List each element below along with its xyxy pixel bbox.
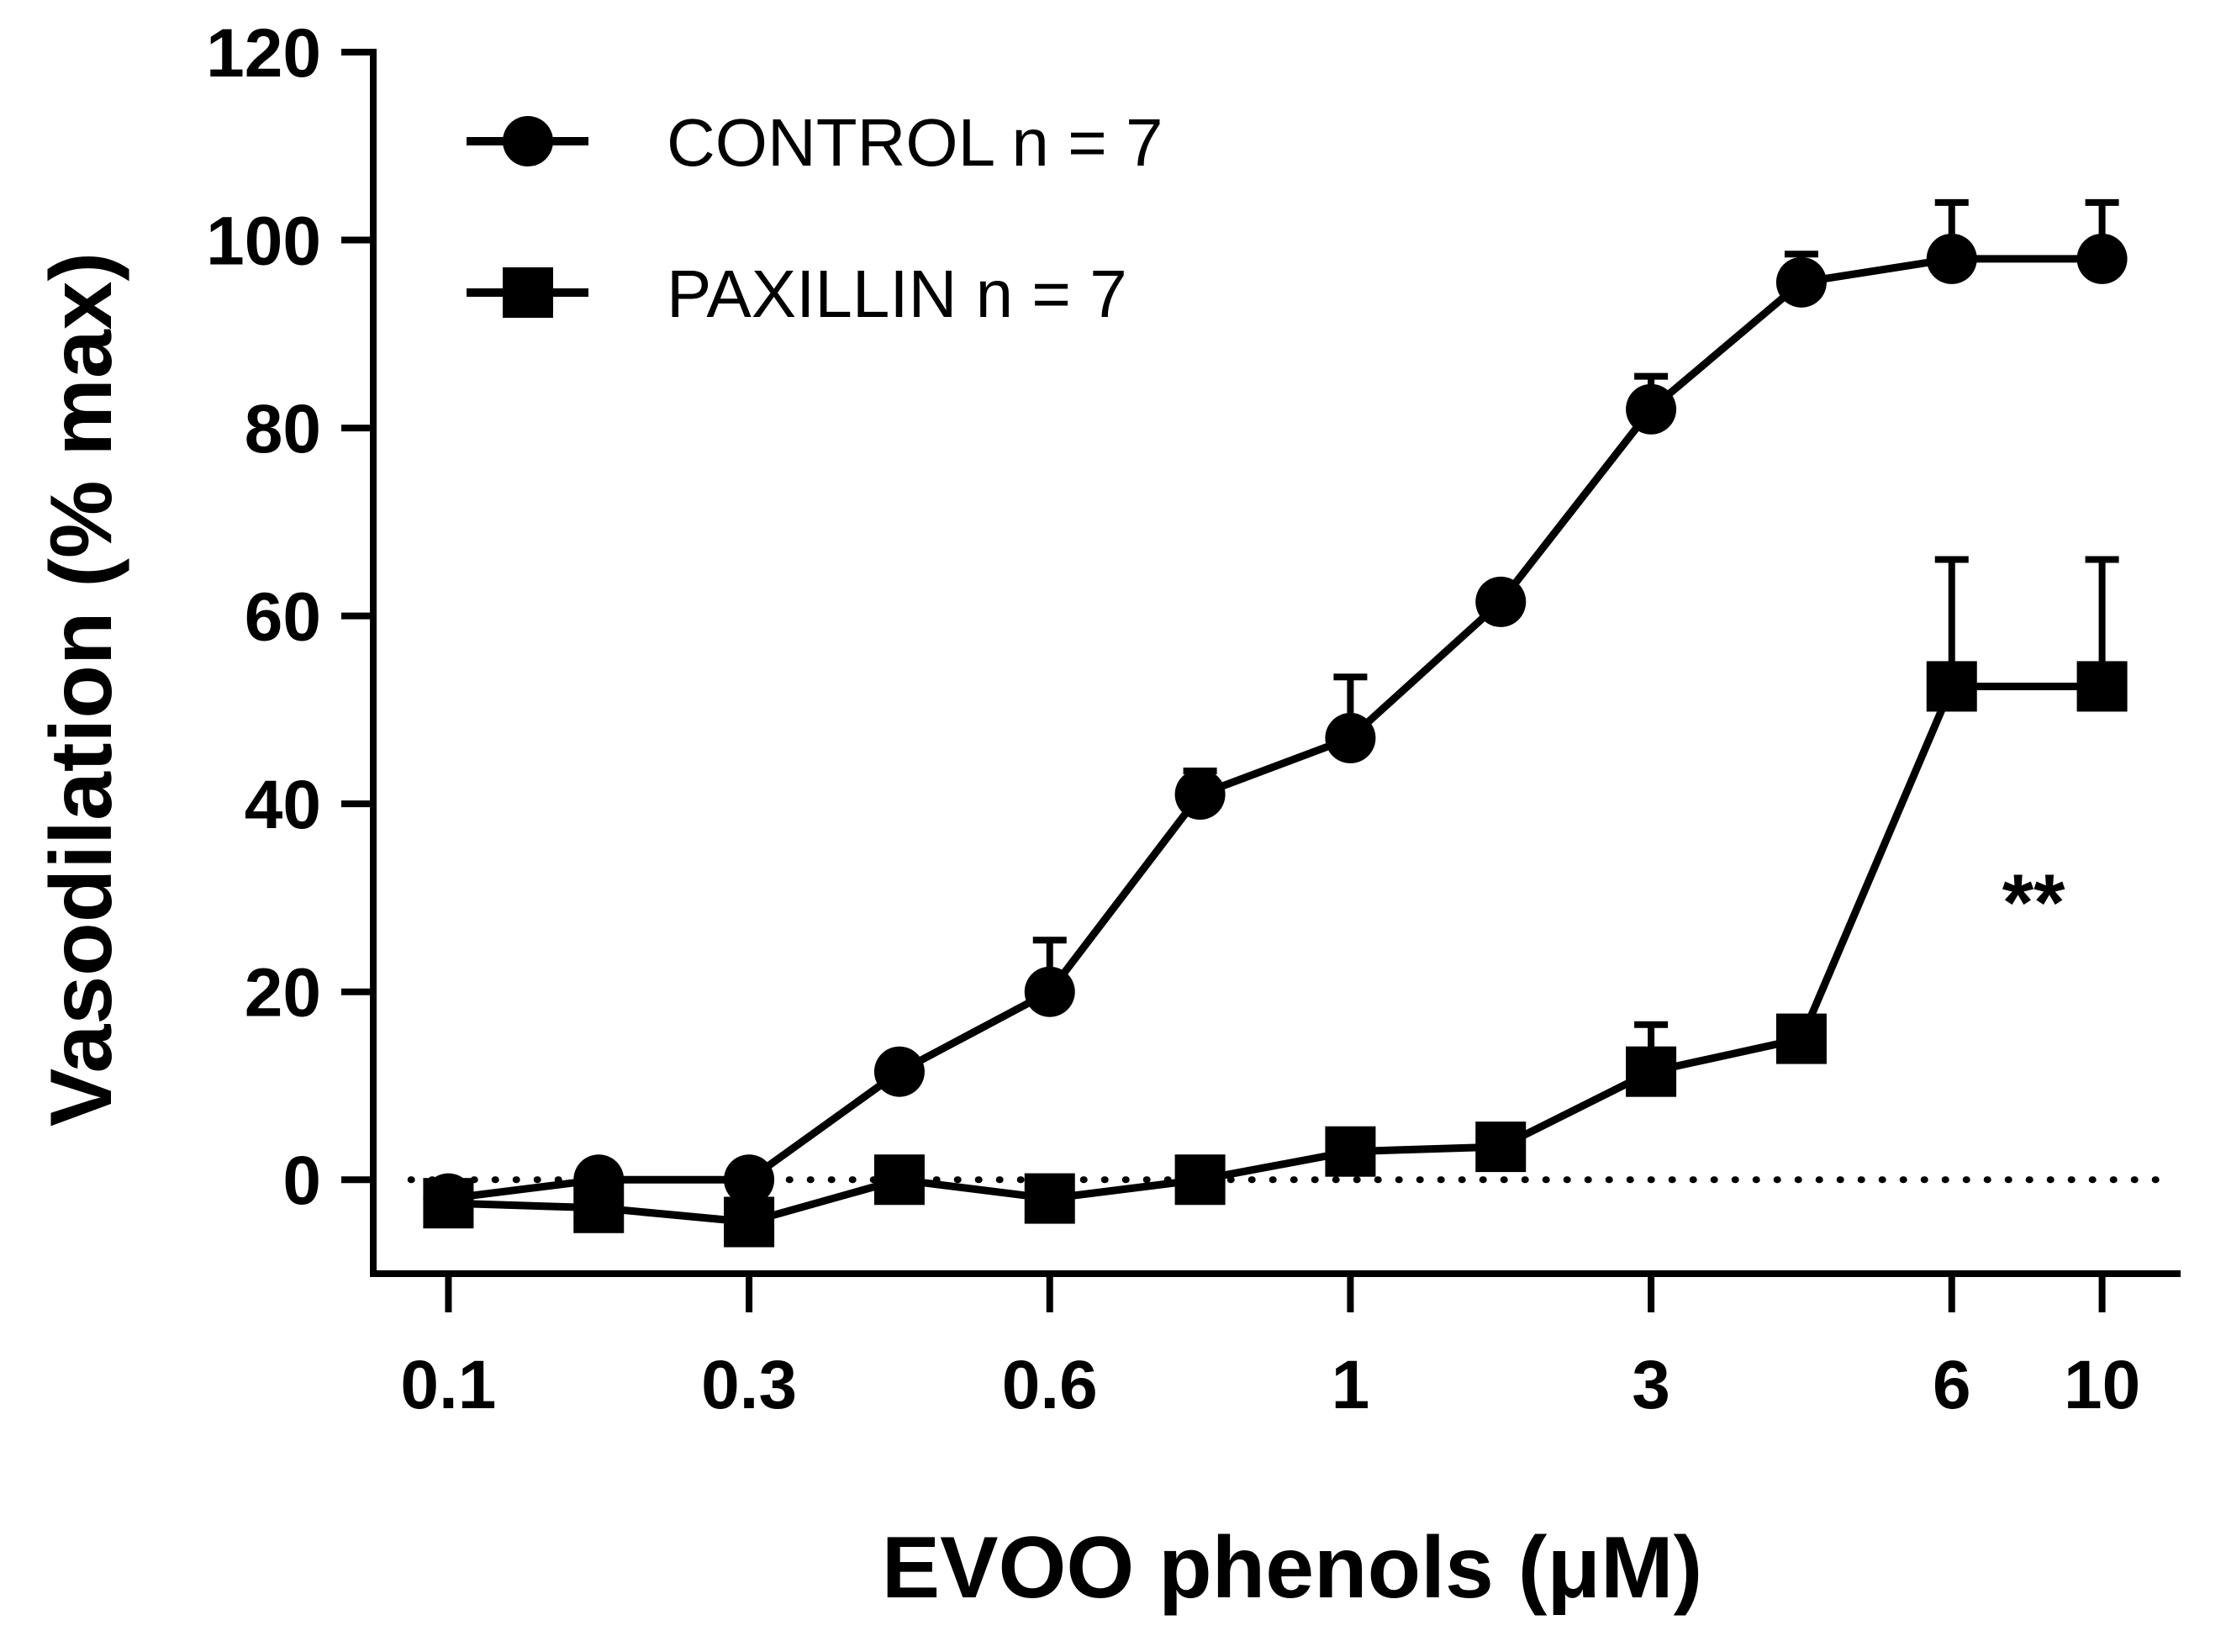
y-tick-label: 40 (245, 767, 321, 843)
data-point-circle (1926, 233, 1977, 284)
series-paxillin (423, 556, 2128, 1248)
x-tick-label: 0.3 (701, 1347, 797, 1423)
data-point-square (1626, 1046, 1677, 1097)
significance-annotation: ** (2002, 858, 2065, 948)
legend: CONTROL n = 7 PAXILLIN n = 7 (467, 105, 1163, 331)
data-point-square (2076, 661, 2128, 712)
data-point-circle (1174, 768, 1226, 820)
x-axis-title: EVOO phenols (μM) (882, 1519, 1703, 1617)
data-point-circle (1024, 966, 1075, 1017)
y-tick-label: 0 (282, 1143, 321, 1219)
data-point-circle (873, 1046, 925, 1097)
data-point-square (1926, 661, 1977, 712)
data-point-square (724, 1196, 775, 1248)
axes-group: 0 20 40 60 80 100 120 0.1 0.3 0.6 1 3 6 10 (206, 15, 2181, 1423)
x-tick-label: 3 (1632, 1347, 1670, 1423)
x-tick-label: 6 (1933, 1347, 1971, 1423)
y-tick-label: 80 (245, 391, 321, 467)
data-point-circle (1626, 383, 1677, 435)
y-axis-title: Vasodilation (% max) (33, 252, 130, 1127)
data-point-square (1475, 1122, 1527, 1173)
data-point-square (1024, 1173, 1075, 1224)
y-tick-label: 100 (206, 203, 321, 280)
legend-marker-circle (503, 116, 553, 166)
series-control (423, 198, 2128, 1224)
data-point-circle (1475, 576, 1527, 627)
data-point-circle (1325, 712, 1376, 763)
series-line (447, 255, 2102, 1203)
data-point-square (423, 1178, 474, 1229)
legend-label: PAXILLIN n = 7 (667, 256, 1127, 331)
annotations-group: ** (2002, 858, 2065, 948)
legend-item: PAXILLIN n = 7 (467, 256, 1127, 331)
y-tick-label: 20 (245, 955, 321, 1032)
y-tick-label: 120 (206, 15, 321, 92)
data-point-square (1174, 1154, 1226, 1206)
legend-marker-square (503, 267, 553, 318)
x-tick-label: 0.1 (400, 1347, 496, 1423)
data-point-circle (724, 1154, 775, 1206)
data-point-circle (2076, 233, 2128, 284)
x-tick-label: 0.6 (1002, 1347, 1098, 1423)
data-point-square (573, 1182, 625, 1233)
data-point-square (1775, 1013, 1827, 1064)
legend-item: CONTROL n = 7 (467, 105, 1163, 180)
y-tick-label: 60 (245, 579, 321, 656)
x-tick-label: 10 (2064, 1347, 2140, 1423)
data-point-square (1325, 1126, 1376, 1177)
data-point-circle (1775, 256, 1827, 308)
series-group (423, 198, 2128, 1248)
x-tick-label: 1 (1332, 1347, 1370, 1423)
data-point-square (873, 1154, 925, 1206)
legend-label: CONTROL n = 7 (667, 105, 1163, 180)
